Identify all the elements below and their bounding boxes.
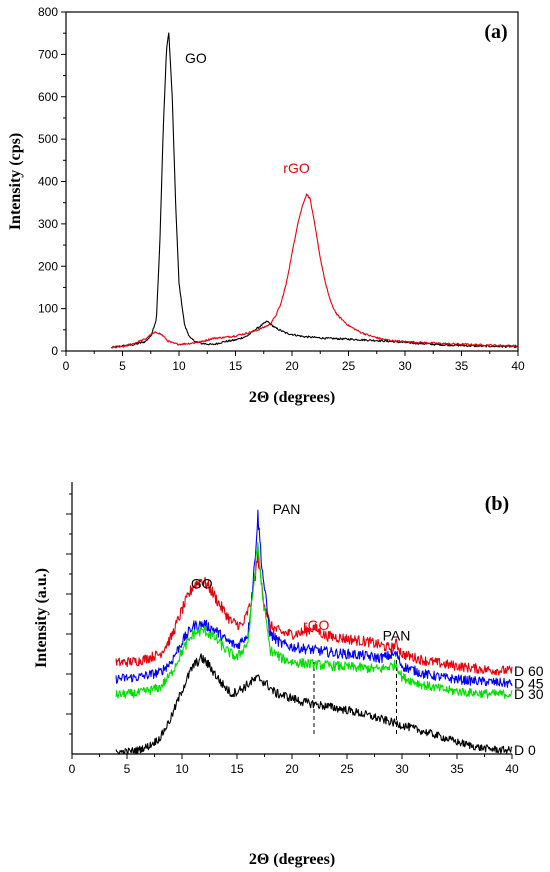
series-line-d-0 [115,653,513,755]
x-tick-label: 25 [342,359,356,373]
x-tick-label: 5 [119,359,126,373]
x-axis-title: 2Θ (degrees) [249,389,335,406]
x-axis-title: 2Θ (degrees) [249,851,335,868]
x-tick-label: 35 [455,359,469,373]
x-tick-label: 30 [395,762,409,776]
annotation-pan: PAN [383,627,411,643]
x-tick-label: 0 [63,359,70,373]
x-tick-label: 40 [505,762,519,776]
series-line-rgo [110,193,519,349]
y-tick-label: 500 [38,132,58,146]
series-label-d-45: D 45 [514,676,544,692]
series-line-d-60 [115,551,513,676]
x-tick-label: 5 [124,762,131,776]
x-tick-label: 10 [172,359,186,373]
series-label-d-60: D 60 [514,663,544,679]
plot-frame [65,11,519,352]
annotation-pan: PAN [273,501,301,517]
y-tick-label: 800 [38,5,58,19]
annotation-rgo: rGO [283,160,310,176]
series-line-go [110,32,519,349]
panel-letter: (b) [485,493,509,515]
x-tick-label: 20 [285,359,299,373]
y-tick-label: 700 [38,47,58,61]
y-axis-title: Intensity (a.u.) [33,568,50,668]
x-tick-label: 30 [398,359,412,373]
panel-a: 0 5 10 15 20 25 30 35 40010020030040050060070080… [7,5,525,406]
y-tick-label: 100 [38,302,58,316]
y-tick-label: 0 [51,344,58,358]
y-tick-label: 400 [38,175,58,189]
annotation-rgo: rGO [303,617,330,633]
x-tick-label: 20 [285,762,299,776]
series-line-d-30 [115,541,513,699]
x-tick-label: 0 [69,762,76,776]
x-tick-label: 15 [230,762,244,776]
x-tick-label: 10 [175,762,189,776]
series-line-d-45 [115,509,513,688]
panel-b: 0 5 10 15 20 25 30 35 40 2Θ (degrees) Intensity (a… [33,482,544,868]
y-tick-label: 300 [38,217,58,231]
x-tick-label: 25 [340,762,354,776]
series-label-d-0: D 0 [514,742,536,758]
x-tick-label: 40 [511,359,525,373]
panel-letter: (a) [484,21,507,43]
annotation-go: GO [191,575,213,591]
y-tick-label: 600 [38,90,58,104]
annotation-go: GO [185,50,207,66]
y-tick-label: 200 [38,259,58,273]
x-tick-label: 35 [450,762,464,776]
y-axis-title: Intensity (cps) [7,133,24,230]
series-label-d-30: D 30 [514,686,544,702]
x-tick-label: 15 [229,359,243,373]
